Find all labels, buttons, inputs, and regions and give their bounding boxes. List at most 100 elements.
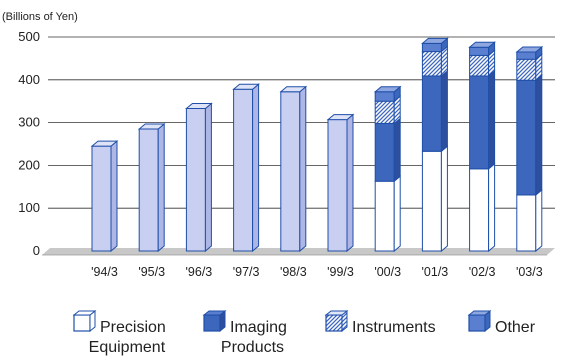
y-tick-label: 0 bbox=[33, 243, 40, 258]
bar-total-side bbox=[346, 113, 354, 253]
x-tick-label: '98/3 bbox=[280, 265, 307, 279]
bar-segment-front bbox=[516, 194, 537, 252]
legend-label: Imaging bbox=[230, 319, 287, 336]
bar-total bbox=[326, 113, 355, 253]
legend-item: Instruments bbox=[324, 309, 436, 336]
bar-segment bbox=[374, 175, 401, 253]
bar-segment-top bbox=[468, 41, 496, 48]
bar-total-side bbox=[110, 140, 118, 253]
bar-total-front bbox=[91, 145, 112, 252]
bar-segment-front bbox=[421, 150, 442, 252]
bar-total-front bbox=[233, 88, 254, 252]
x-tick-label: '95/3 bbox=[138, 265, 165, 279]
bar-total bbox=[279, 85, 308, 253]
legend-swatch-top bbox=[72, 310, 97, 316]
bars bbox=[90, 37, 544, 253]
bar-total bbox=[90, 140, 119, 253]
legend-swatch bbox=[468, 314, 486, 332]
bar-total-top bbox=[137, 123, 166, 130]
bar-segment-side bbox=[440, 145, 448, 253]
x-tick-label: '00/3 bbox=[374, 265, 401, 279]
bar-segment-front bbox=[374, 180, 395, 252]
y-tick-label: 300 bbox=[18, 115, 40, 130]
x-tick-label: '01/3 bbox=[422, 265, 449, 279]
bar-total bbox=[137, 122, 166, 253]
bar-segment-front bbox=[469, 46, 490, 56]
legend-label: Products bbox=[221, 339, 284, 356]
legend-swatch bbox=[203, 314, 221, 332]
y-tick-label: 500 bbox=[18, 29, 40, 44]
x-axis-tick-labels: '94/3 '95/3 '96/3 '97/3 '98/3 '99/3 '00/3 '01/3… bbox=[91, 265, 543, 279]
y-axis-unit-label: (Billions of Yen) bbox=[2, 11, 78, 23]
bar-segment-side bbox=[488, 162, 496, 253]
y-axis-tick-labels: 0 100 200 300 400 500 bbox=[18, 29, 40, 258]
legend-swatch-top bbox=[202, 310, 227, 316]
bar-segment-side bbox=[393, 117, 401, 183]
bar-segment-front bbox=[374, 100, 395, 124]
bar-total-top bbox=[185, 102, 213, 109]
bar-total-front bbox=[138, 128, 159, 252]
legend-item: Imaging Products bbox=[202, 309, 287, 356]
legend-label: Precision bbox=[100, 319, 166, 336]
bar-segment-side bbox=[535, 74, 543, 196]
bar-segment bbox=[421, 145, 448, 253]
bar-segment bbox=[469, 162, 496, 253]
bar-segment-front bbox=[421, 51, 442, 77]
bar-segment-top bbox=[421, 37, 449, 44]
bar-segment bbox=[421, 37, 449, 53]
bar-segment bbox=[516, 74, 543, 196]
legend-label: Equipment bbox=[89, 339, 166, 356]
legend: Precision Equipment Imaging Products Instrum… bbox=[72, 309, 536, 356]
bar-total-top bbox=[279, 86, 308, 93]
y-tick-label: 400 bbox=[18, 72, 40, 87]
bar-total-side bbox=[299, 85, 307, 253]
bar-total-top bbox=[90, 140, 119, 147]
bar-segment-top bbox=[515, 46, 544, 53]
x-tick-label: '02/3 bbox=[469, 265, 496, 279]
legend-label: Other bbox=[495, 319, 536, 336]
legend-label: Instruments bbox=[352, 319, 436, 336]
bar-total-front bbox=[327, 119, 348, 252]
bar-segment-top bbox=[373, 86, 402, 93]
bar-segment-front bbox=[469, 168, 490, 252]
legend-item: Precision Equipment bbox=[72, 309, 166, 356]
bar-total-front bbox=[185, 107, 206, 252]
x-tick-label: '03/3 bbox=[516, 265, 543, 279]
bar-segment-front bbox=[421, 75, 442, 152]
x-tick-label: '99/3 bbox=[327, 265, 354, 279]
bar-segment-front bbox=[516, 58, 537, 81]
bar-segment-front bbox=[374, 91, 395, 102]
bar-segment bbox=[469, 69, 496, 170]
bar-segment-front bbox=[469, 54, 490, 77]
bar-segment-front bbox=[421, 42, 442, 53]
bar-total-top bbox=[232, 83, 260, 90]
bar-total-side bbox=[157, 122, 165, 253]
bar-total-side bbox=[204, 102, 212, 253]
bar-segment-side bbox=[535, 188, 543, 253]
y-tick-label: 200 bbox=[18, 157, 40, 172]
bar-segment-side bbox=[488, 69, 496, 170]
bar-segment-side bbox=[393, 175, 401, 253]
legend-swatch bbox=[325, 314, 343, 332]
bar-segment-front bbox=[469, 75, 490, 170]
x-tick-label: '96/3 bbox=[186, 265, 213, 279]
bar-total-top bbox=[326, 114, 355, 121]
x-tick-label: '94/3 bbox=[91, 265, 118, 279]
y-tick-label: 100 bbox=[18, 200, 40, 215]
bar-segment bbox=[374, 117, 401, 183]
bar-segment bbox=[373, 85, 402, 103]
bar-segment bbox=[468, 41, 496, 57]
bar-segment-side bbox=[440, 69, 448, 153]
x-tick-label: '97/3 bbox=[233, 265, 260, 279]
bar-total-front bbox=[280, 91, 301, 252]
bar-total bbox=[232, 83, 260, 253]
bar-total-side bbox=[252, 83, 260, 253]
legend-item: Other bbox=[467, 309, 536, 336]
legend-swatch-top bbox=[324, 310, 349, 316]
bar-segment bbox=[516, 188, 543, 253]
bar-segment bbox=[421, 69, 448, 153]
bar-segment bbox=[515, 45, 544, 61]
bar-segment-front bbox=[516, 51, 537, 60]
bar-total bbox=[185, 102, 213, 253]
